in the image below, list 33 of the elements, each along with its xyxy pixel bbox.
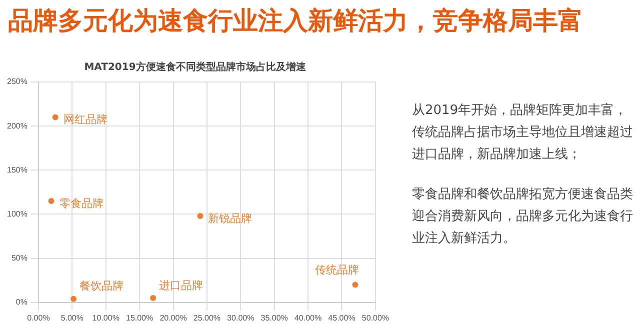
- annotation: 新锐品牌: [208, 212, 252, 225]
- annotation: 传统品牌: [315, 264, 360, 277]
- point: [48, 198, 54, 204]
- point: [150, 294, 156, 301]
- x-tick-label: 5.00%: [60, 313, 84, 322]
- x-tick-label: 25.00%: [193, 313, 221, 322]
- chart-title: 品牌多元化为速食行业注入新鲜活力，竞争格局丰富: [8, 5, 583, 37]
- x-tick-label: 50.00%: [362, 313, 390, 322]
- y-tick-label: 250%: [6, 77, 28, 86]
- x-tick-label: 15.00%: [126, 313, 154, 322]
- x-tick-label: 0.00%: [27, 313, 50, 322]
- annotation: 餐饮品牌: [80, 280, 124, 293]
- annotation: 进口品牌: [159, 278, 204, 292]
- y-tick-label: 100%: [6, 209, 28, 218]
- chart-subtitle: MAT2019方便速食不同类型品牌市场占比及增速: [83, 60, 307, 74]
- y-tick-label: 150%: [6, 165, 28, 174]
- y-tick-label: 200%: [6, 121, 28, 130]
- text: 从2019年开始，品牌矩阵更加丰富，传统品牌占据市场主导地位且增速超过进口品牌，新品牌加速上线；: [412, 102, 634, 164]
- annotation: 零食品牌: [59, 196, 104, 210]
- y-tick-label: 0%: [16, 298, 28, 307]
- point: [70, 296, 77, 302]
- x-tick-label: 40.00%: [294, 313, 322, 322]
- x-tick-label: 20.00%: [160, 313, 187, 322]
- point: [197, 213, 204, 220]
- point: [52, 114, 58, 120]
- x-tick-label: 10.00%: [92, 313, 120, 322]
- y-tick-label: 50%: [11, 254, 28, 263]
- x-tick-label: 35.00%: [260, 313, 288, 322]
- x-tick-label: 30.00%: [227, 313, 254, 322]
- text: 零食品牌和餐饮品牌拓宽方便速食品类迎合消费新风向，品牌多元化为速食行业注入新鲜活力。: [412, 186, 634, 248]
- annotation: 网红品牌: [63, 113, 108, 126]
- point: [352, 282, 358, 288]
- x-tick-label: 45.00%: [328, 313, 356, 322]
